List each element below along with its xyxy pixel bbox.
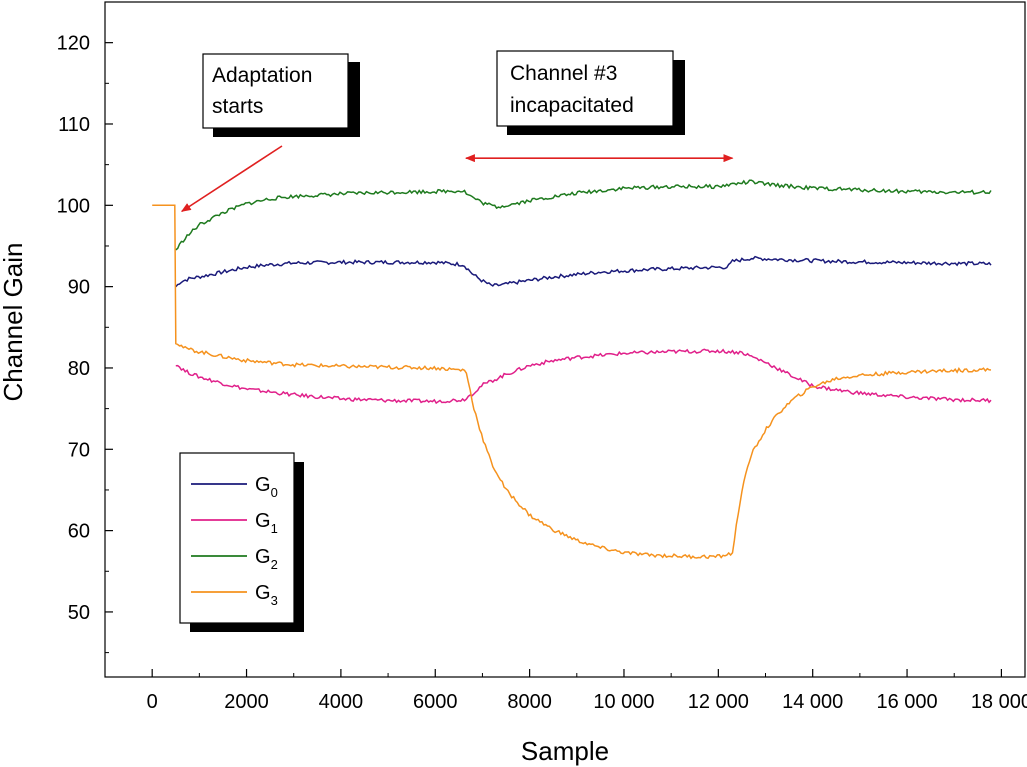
- annotation-channel3-incapacitated: Channel #3 incapacitated: [464, 50, 734, 163]
- annotation-box: [496, 50, 674, 127]
- ticks-layer: 0 2000 4000 6000 8000 10 000 12 000 14 000 16 00…: [57, 1, 1027, 713]
- series-layer: [152, 179, 992, 560]
- x-tick-label: 0: [147, 691, 158, 713]
- x-tick-label: 2000: [224, 691, 269, 713]
- annotation-line-2: incapacitated: [510, 94, 634, 117]
- legend-box: [179, 452, 295, 624]
- legend-label-G0: G0: [255, 474, 278, 500]
- series-line-G2: [175, 179, 992, 251]
- series-line-G0: [175, 255, 992, 288]
- x-tick-label: 6000: [413, 691, 458, 713]
- y-tick-label: 110: [58, 114, 90, 136]
- x-axis-title: Sample: [521, 736, 609, 766]
- annotation-adaptation-starts: Adaptation starts: [180, 53, 360, 213]
- y-tick-label: 50: [68, 602, 90, 624]
- plot-area: [104, 1, 1026, 678]
- series-line-G1: [175, 348, 992, 405]
- x-tick-label: 12 000: [688, 691, 749, 713]
- y-tick-label: 70: [68, 439, 90, 461]
- plot-frame: [104, 1, 1026, 678]
- y-tick-label: 100: [57, 195, 90, 217]
- annotation-line-2: starts: [212, 95, 263, 118]
- annotation-line-1: Adaptation: [212, 64, 312, 87]
- x-tick-label: 10 000: [593, 691, 654, 713]
- x-tick-label: 8000: [507, 691, 552, 713]
- y-tick-label: 60: [68, 521, 90, 543]
- legend-label-G1: G1: [255, 510, 278, 536]
- y-tick-label: 80: [68, 358, 90, 380]
- x-tick-label: 4000: [319, 691, 364, 713]
- series-line-G3: [152, 204, 992, 560]
- x-tick-label: 18 000: [971, 691, 1027, 713]
- legend: G0 G1 G2 G3: [179, 452, 304, 632]
- y-tick-label: 90: [68, 277, 90, 299]
- adaptation-arrow: [180, 145, 283, 213]
- legend-label-G2: G2: [255, 546, 278, 572]
- y-axis-title: Channel Gain: [0, 243, 28, 402]
- y-tick-label: 120: [57, 33, 90, 55]
- annotation-box: [202, 53, 349, 129]
- x-tick-label: 16 000: [876, 691, 937, 713]
- legend-label-G3: G3: [255, 582, 278, 608]
- annotation-line-1: Channel #3: [510, 62, 617, 85]
- x-tick-label: 14 000: [782, 691, 843, 713]
